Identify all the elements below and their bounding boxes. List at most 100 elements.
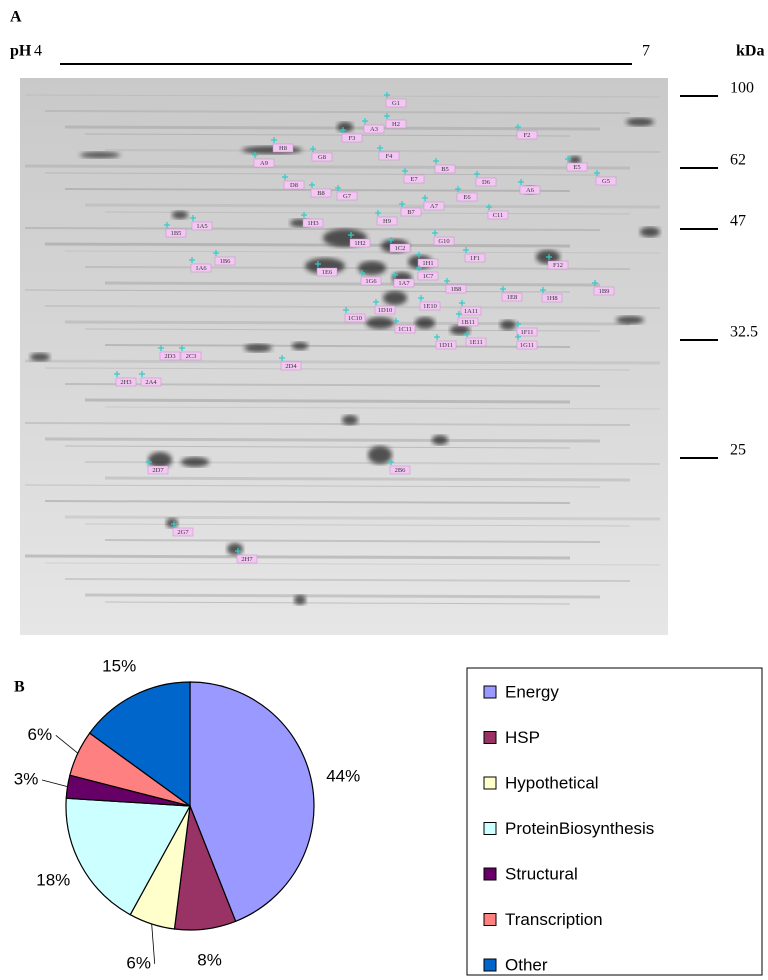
spot-marker [340, 127, 346, 133]
gel-spot [244, 344, 272, 352]
spot-marker [388, 459, 394, 465]
gel-streak [84, 328, 601, 332]
spot-label: G8 [318, 154, 326, 161]
spot-label: 1A7 [398, 280, 410, 287]
gel-spot [640, 227, 660, 237]
gel-streak [44, 500, 571, 504]
mw-marker-label: 32.5 [730, 324, 758, 341]
spot-label-box [423, 201, 445, 211]
value-label: 6% [126, 953, 151, 972]
spot-label: 1B6 [220, 258, 232, 265]
gel-streak [44, 242, 571, 248]
gel-streak [44, 562, 661, 566]
spot-label-box [214, 256, 236, 266]
spot-label-box [159, 351, 181, 361]
gel-streak [84, 203, 661, 209]
spot-label: 1C11 [398, 326, 412, 333]
spot-label: F12 [553, 262, 563, 269]
spot-label: A3 [370, 126, 378, 133]
spot-label-box [302, 218, 324, 228]
gel-spot [500, 320, 516, 330]
spot-label-box [363, 124, 385, 134]
spot-label: 1G6 [365, 278, 377, 285]
spot-label-box [283, 180, 305, 190]
spot-label: 1H2 [354, 240, 365, 247]
legend-swatch [483, 867, 497, 881]
spot-labels: G1 H2 A3 F3 F2 H8 G8 A9 F4 B5 E5 G5 E7 D6 A6 D8 B8 G7 E6 A7… [114, 92, 617, 564]
spot-marker [384, 113, 390, 119]
gel-streak [44, 110, 631, 114]
gel-streak [84, 461, 661, 465]
gel-streak [104, 406, 661, 410]
gel-streak [24, 289, 571, 293]
gel-streak [64, 125, 601, 131]
spot-label: E7 [410, 176, 418, 183]
spot-label: C11 [493, 212, 504, 219]
spot-label: E5 [573, 164, 580, 171]
spot-label: 1E8 [507, 294, 517, 301]
gel-spot [227, 543, 243, 555]
spot-label-box [519, 185, 541, 195]
spot-label: D8 [290, 182, 298, 189]
spot-label: E6 [463, 194, 471, 201]
spot-label-box [172, 527, 194, 537]
gel-spot [358, 261, 386, 275]
spot-label-box [376, 216, 398, 226]
panel-label: A [10, 9, 22, 26]
spot-label: 1A11 [464, 308, 478, 315]
spot-label-box [403, 174, 425, 184]
spot-label-box [190, 263, 212, 273]
spot-marker [114, 371, 120, 377]
spot-label-box [341, 133, 363, 143]
spot-label-box [566, 162, 588, 172]
value-label: 44% [326, 766, 360, 785]
spot-marker [164, 222, 170, 228]
spot-marker [279, 355, 285, 361]
spot-marker [444, 278, 450, 284]
spot-label: 2H3 [120, 379, 131, 386]
spot-marker [518, 179, 524, 185]
gel-spot [292, 342, 308, 350]
spot-label-box [253, 158, 275, 168]
spot-marker [500, 286, 506, 292]
gel-spot [616, 316, 644, 324]
spot-marker [434, 334, 440, 340]
spot-marker [146, 459, 152, 465]
spot-label: F4 [386, 153, 394, 160]
spot-label-box [140, 377, 162, 387]
spot-marker [592, 280, 598, 286]
spot-marker [362, 118, 368, 124]
spot-label: 1D10 [378, 307, 392, 314]
spot-label-box [385, 98, 407, 108]
legend: Energy HSP Hypothetical ProteinBiosynthesis… [483, 682, 654, 974]
spot-marker [282, 174, 288, 180]
spot-label-box [487, 210, 509, 220]
legend-swatch [483, 913, 497, 926]
spot-label-box [445, 284, 467, 294]
spot-marker [594, 170, 600, 176]
spot-marker [392, 272, 398, 278]
spot-marker [271, 137, 277, 143]
mw-marker-label: 47 [730, 213, 746, 230]
spot-label-box [311, 152, 333, 162]
spot-marker [179, 345, 185, 351]
gel-streak [64, 578, 631, 582]
spot-label-box [394, 324, 416, 334]
spot-marker [375, 210, 381, 216]
spot-label: 1F11 [520, 329, 533, 336]
spot-label: B5 [441, 166, 449, 173]
spot-label: G10 [438, 238, 449, 245]
gel-streak [84, 133, 571, 137]
panel-label: B [14, 679, 25, 696]
value-label: 15% [102, 656, 136, 675]
pie-chart: 44% 8% 6% 18% 3% 6% 15% [14, 656, 360, 972]
spot-marker [377, 145, 383, 151]
spot-marker [416, 252, 422, 258]
spot-label: 2C3 [186, 353, 197, 360]
gel-spot [148, 452, 172, 468]
gel-streak [24, 484, 601, 488]
mw-marker-label: 100 [730, 80, 754, 97]
spot-marker [515, 124, 521, 130]
value-label: 3% [14, 770, 39, 789]
spot-marker [158, 345, 164, 351]
